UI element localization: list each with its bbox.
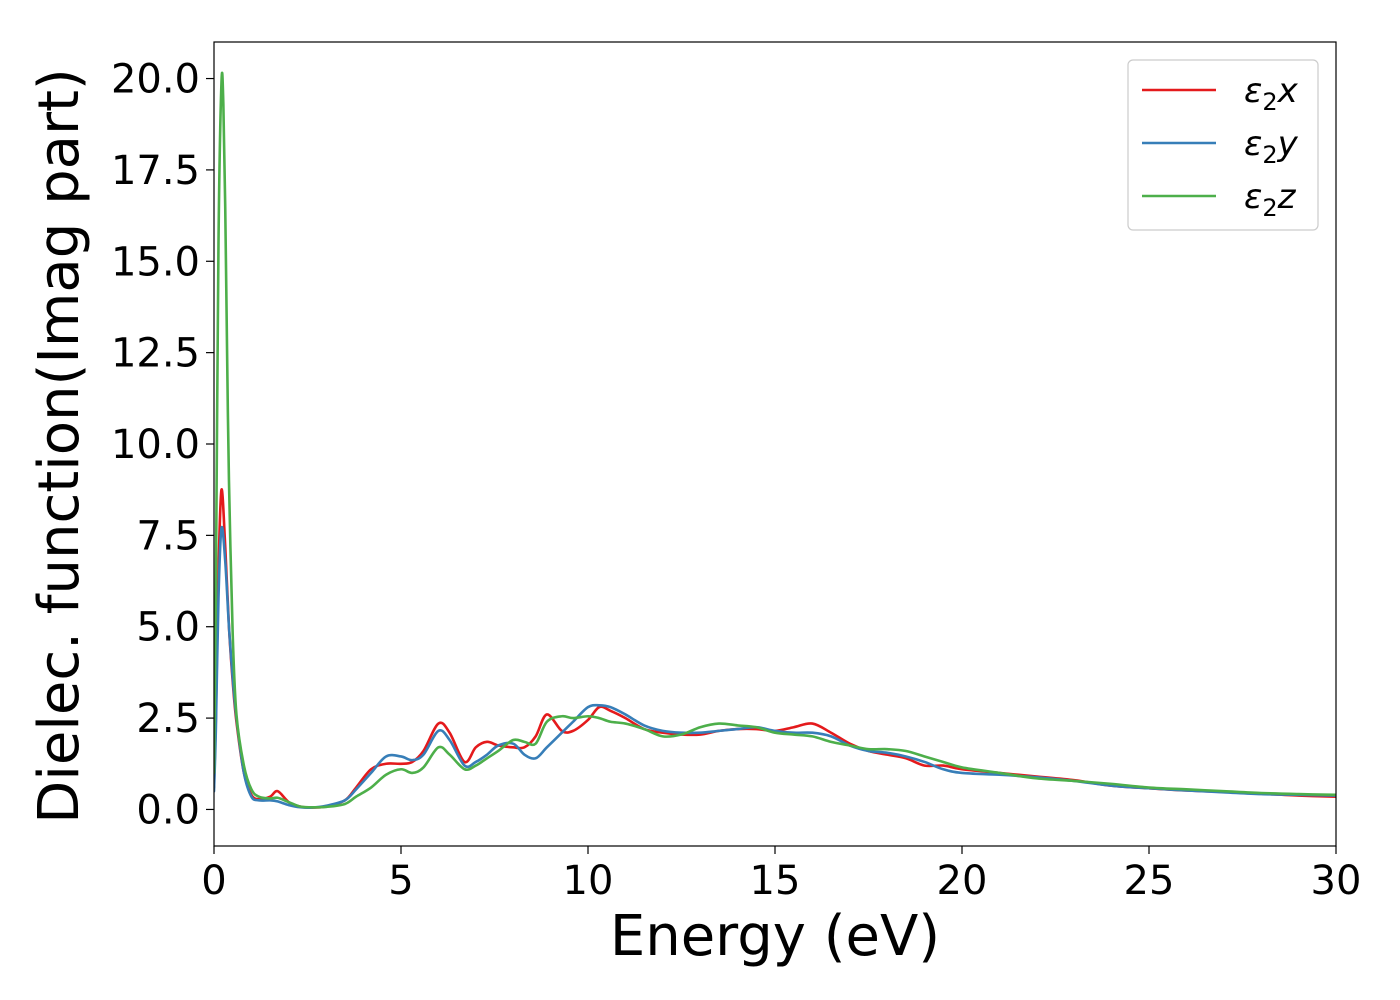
y-tick-label: 7.5 — [136, 513, 200, 559]
y-tick-label: 17.5 — [111, 148, 200, 194]
series-line-y — [214, 525, 1336, 810]
x-tick-label: 5 — [388, 858, 413, 904]
y-tick-label: 10.0 — [111, 422, 200, 468]
legend-label-z: ε2z — [1244, 177, 1297, 222]
legend-label-subscript: 2 — [1262, 88, 1277, 116]
series-line-z — [214, 71, 1336, 809]
legend-box — [1127, 59, 1319, 231]
x-tick-label: 30 — [1311, 858, 1362, 904]
series-layer — [214, 71, 1336, 810]
y-tick-label: 15.0 — [111, 239, 200, 285]
y-tick-label: 0.0 — [136, 787, 200, 833]
y-tick-label: 5.0 — [136, 605, 200, 651]
legend-label-suffix: x — [1277, 71, 1299, 111]
x-tick-label: 10 — [563, 858, 614, 904]
legend-label-base: ε — [1244, 177, 1262, 217]
legend-label-suffix: z — [1277, 177, 1297, 217]
legend-label-subscript: 2 — [1262, 141, 1277, 169]
legend-label-base: ε — [1244, 124, 1262, 164]
legend-label-base: ε — [1244, 71, 1262, 111]
x-tick-label: 25 — [1124, 858, 1175, 904]
legend-label-y: ε2y — [1244, 124, 1299, 169]
y-tick-label: 12.5 — [111, 331, 200, 377]
series-line-x — [214, 488, 1336, 809]
y-tick-label: 20.0 — [111, 57, 200, 103]
legend-label-x: ε2x — [1244, 71, 1299, 116]
x-axis: 0 5 10 15 20 25 30 — [201, 846, 1361, 904]
legend-label-subscript: 2 — [1262, 194, 1277, 222]
x-tick-label: 0 — [201, 858, 226, 904]
x-tick-label: 20 — [937, 858, 988, 904]
x-axis-title: Energy (eV) — [610, 904, 940, 969]
y-tick-label: 2.5 — [136, 696, 200, 742]
legend-label-suffix: y — [1277, 124, 1299, 164]
y-axis: 0.0 2.5 5.0 7.5 10.0 12.5 15.0 17.5 20.0 — [111, 57, 214, 833]
x-tick-label: 15 — [750, 858, 801, 904]
y-axis-title: Dielec. function(Imag part) — [27, 68, 92, 824]
